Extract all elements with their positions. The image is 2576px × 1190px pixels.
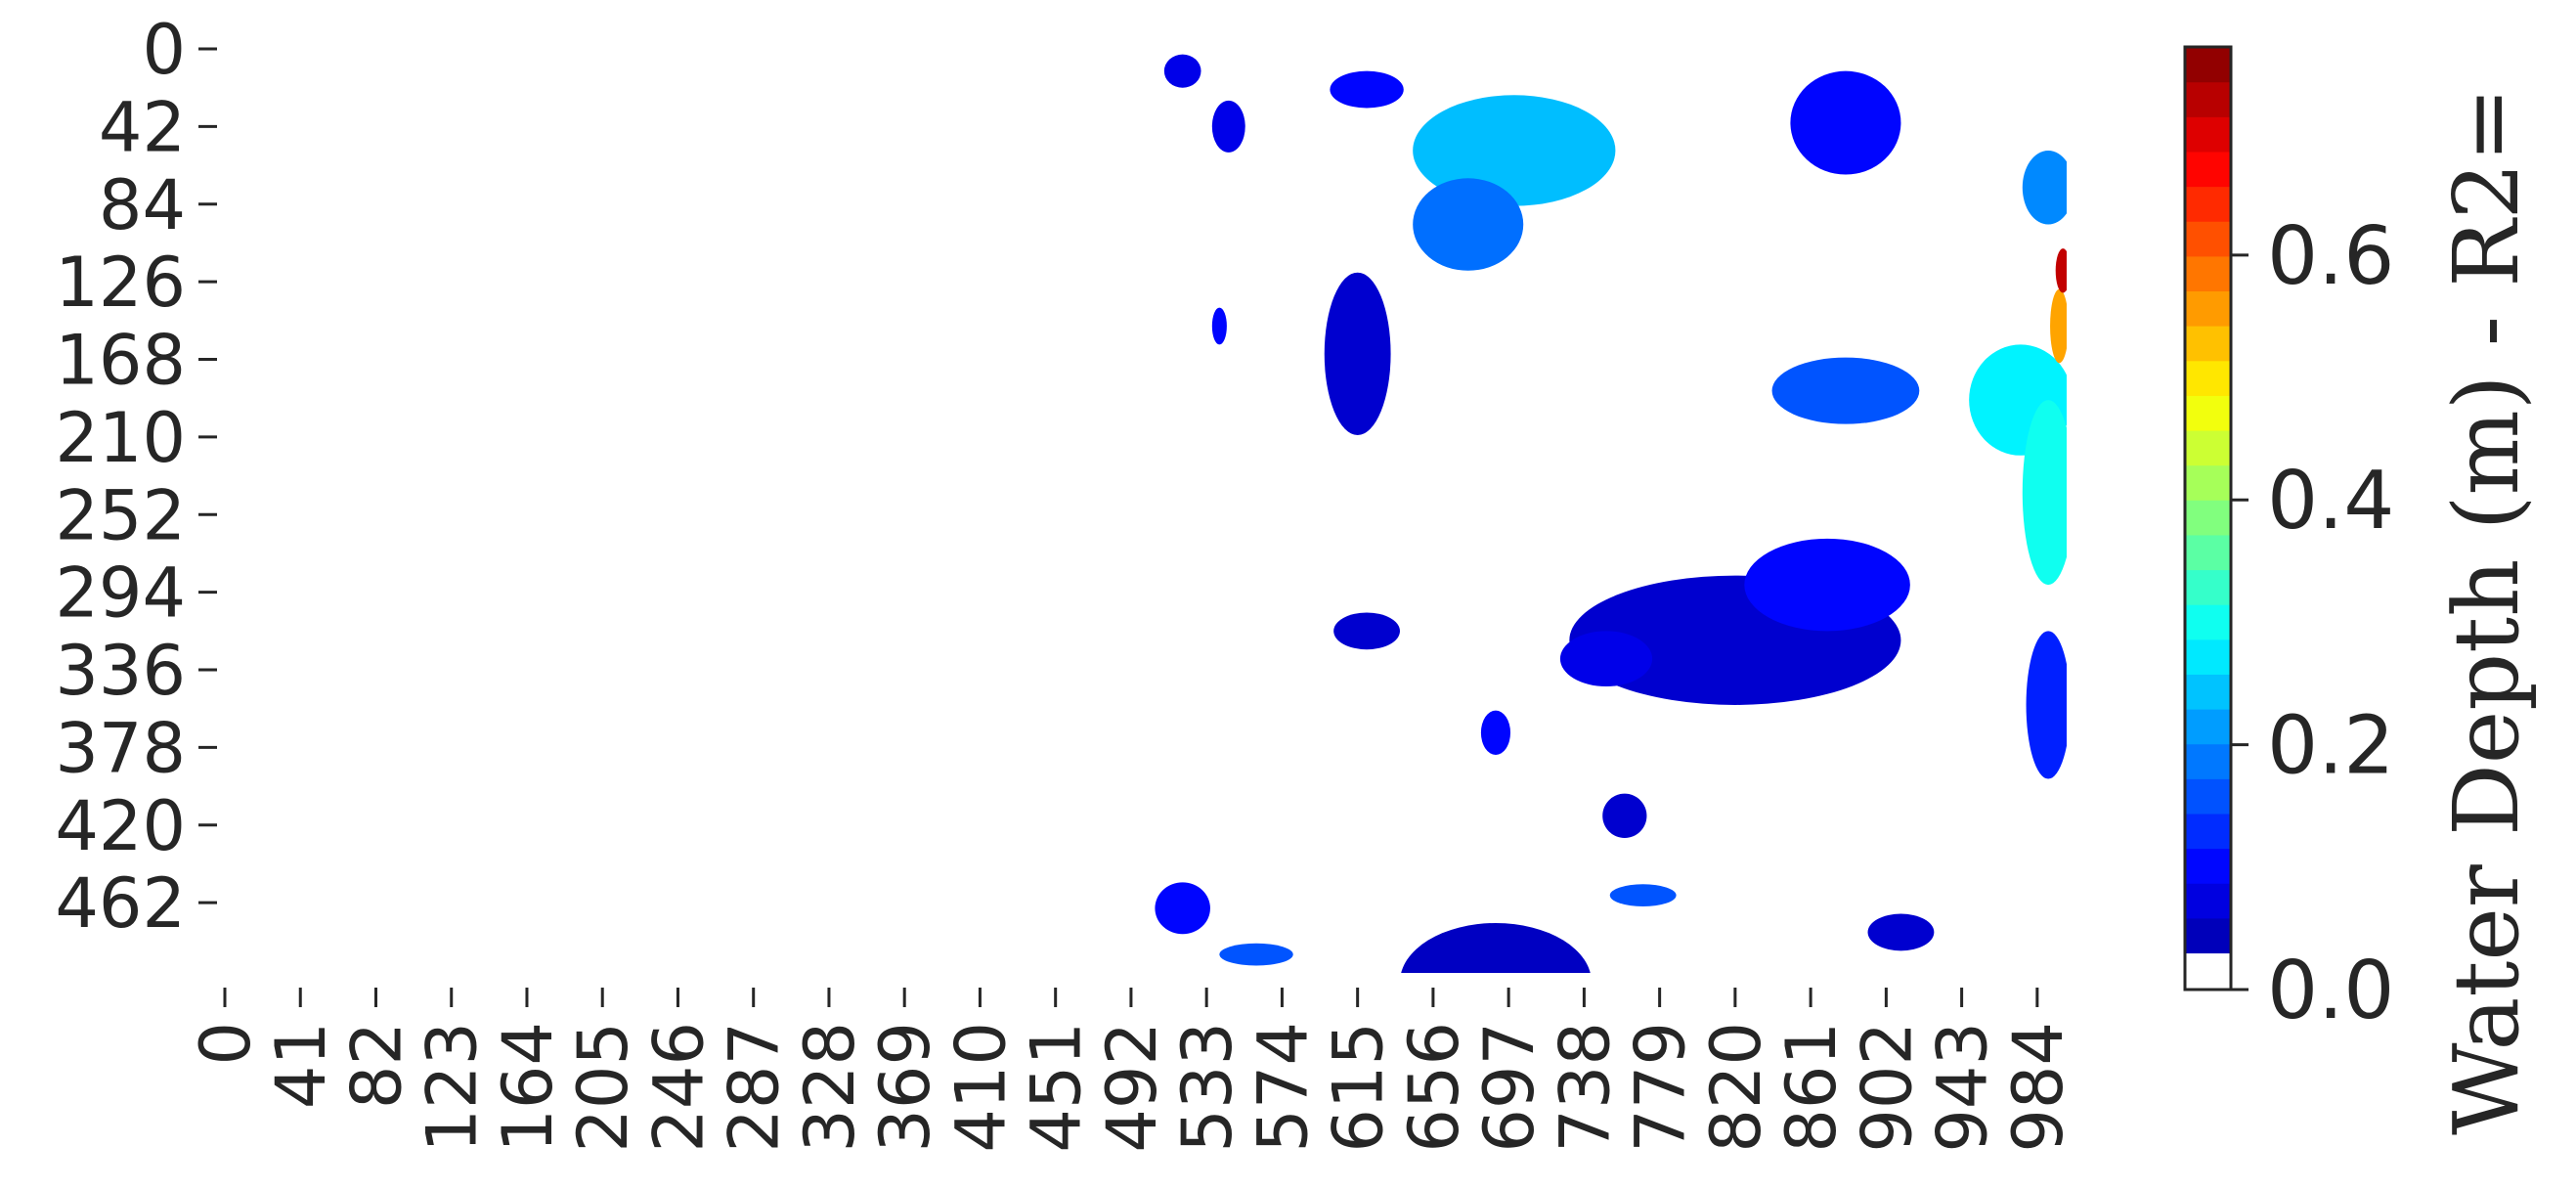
- x-tick-label: 410: [940, 1022, 1021, 1153]
- heatmap-area: [1155, 54, 2067, 973]
- x-tick-label: 574: [1243, 1022, 1323, 1153]
- x-tick-label: 41: [261, 1022, 341, 1109]
- colorbar-tick-label: 0.2: [2267, 700, 2394, 793]
- colorbar-segment: [2185, 429, 2231, 466]
- colorbar-segment: [2185, 778, 2231, 815]
- x-tick-label: 492: [1092, 1022, 1172, 1153]
- colorbar-segment: [2185, 813, 2231, 850]
- y-tick-label: 0: [142, 10, 186, 90]
- water-region-22: [1155, 882, 1210, 935]
- x-tick-label: 369: [865, 1022, 945, 1153]
- colorbar-segment: [2185, 639, 2231, 675]
- colorbar-segment: [2185, 290, 2231, 327]
- x-tick-label: 0: [186, 1022, 266, 1066]
- water-region-2: [1330, 70, 1404, 109]
- x-tick-label: 246: [638, 1022, 719, 1153]
- water-region-17: [1559, 631, 1653, 687]
- water-region-13: [2055, 248, 2067, 293]
- x-tick-label: 205: [563, 1022, 643, 1153]
- colorbar-segment: [2185, 534, 2231, 571]
- colorbar-segment: [2185, 186, 2231, 222]
- water-region-1: [1211, 100, 1245, 153]
- y-tick-label: 336: [55, 631, 186, 711]
- colorbar-segment: [2185, 743, 2231, 779]
- colorbar-frame: [2183, 45, 2233, 992]
- colorbar-segment: [2185, 500, 2231, 536]
- colorbar-segment: [2185, 709, 2231, 745]
- y-tick-label: 168: [55, 321, 186, 401]
- colorbar-segment: [2185, 255, 2231, 292]
- colorbar-segment: [2185, 883, 2231, 919]
- water-region-4: [1413, 178, 1524, 271]
- colorbar-segment: [2185, 221, 2231, 257]
- water-region-23: [1219, 943, 1293, 966]
- x-tick-label: 984: [1998, 1022, 2078, 1153]
- x-tick-label: 656: [1394, 1022, 1474, 1153]
- colorbar-segment: [2185, 47, 2231, 83]
- colorbar-segment: [2185, 604, 2231, 640]
- water-region-3: [1413, 95, 1616, 206]
- colorbar-segment: [2185, 395, 2231, 431]
- x-tick-label: 123: [413, 1022, 493, 1153]
- x-tick-label: 738: [1545, 1022, 1625, 1153]
- water-region-11: [2022, 400, 2067, 586]
- x-tick-label: 328: [790, 1022, 870, 1153]
- x-tick-label: 779: [1621, 1022, 1701, 1153]
- colorbar-segment: [2185, 848, 2231, 884]
- y-tick-label: 294: [55, 553, 186, 634]
- water-region-12: [2050, 288, 2067, 364]
- colorbar-tick-label: 0.6: [2267, 210, 2394, 303]
- y-tick-label: 210: [55, 398, 186, 478]
- y-tick-label: 42: [99, 87, 186, 167]
- colorbar-segment: [2185, 81, 2231, 117]
- water-region-18: [1333, 612, 1400, 650]
- x-tick-label: 533: [1167, 1022, 1247, 1153]
- water-region-21: [1609, 884, 1677, 906]
- y-tick-label: 84: [99, 165, 186, 245]
- colorbar-segment: [2185, 674, 2231, 710]
- x-tick-label: 820: [1696, 1022, 1776, 1153]
- colorbar-segment: [2185, 569, 2231, 605]
- x-tick-label: 861: [1771, 1022, 1852, 1153]
- colorbar-tick-label: 0.0: [2267, 945, 2394, 1037]
- colorbar-segment: [2185, 917, 2231, 954]
- x-tick-label: 697: [1469, 1022, 1550, 1153]
- x-tick-label: 615: [1319, 1022, 1399, 1153]
- x-tick-label: 943: [1923, 1022, 2003, 1153]
- water-region-14: [2026, 631, 2067, 779]
- water-region-9: [1771, 357, 1920, 424]
- water-region-16: [1744, 538, 1910, 632]
- water-region-26: [1867, 913, 1935, 951]
- x-tick-label: 902: [1847, 1022, 1927, 1153]
- colorbar-segment: [2185, 116, 2231, 153]
- water-region-20: [1602, 793, 1647, 839]
- colorbar-label: Water Depth (m) - R2=: [2434, 87, 2539, 1135]
- colorbar-segment: [2185, 360, 2231, 396]
- water-region-5: [1790, 70, 1901, 175]
- y-tick-label: 126: [55, 242, 186, 323]
- water-region-24: [1401, 922, 1591, 973]
- colorbar-segment: [2185, 151, 2231, 188]
- y-tick-label: 462: [55, 863, 186, 944]
- colorbar-under-segment: [2185, 952, 2231, 990]
- water-region-6: [2022, 150, 2067, 225]
- colorbar-segment: [2185, 326, 2231, 362]
- x-tick-label: 451: [1017, 1022, 1097, 1153]
- colorbar-segment: [2185, 464, 2231, 501]
- water-region-19: [1480, 710, 1511, 755]
- colorbar: 0.0 0.2 0.4 0.6: [2183, 45, 2394, 1037]
- y-tick-label: 378: [55, 708, 186, 788]
- water-region-7: [1324, 272, 1391, 436]
- colorbar-tick-label: 0.4: [2267, 455, 2394, 548]
- x-tick-label: 287: [715, 1022, 795, 1153]
- x-tick-label: 82: [336, 1022, 416, 1109]
- y-tick-label: 252: [55, 475, 186, 555]
- water-region-8: [1211, 307, 1227, 345]
- water-region-0: [1163, 54, 1201, 88]
- y-tick-label: 420: [55, 786, 186, 866]
- x-tick-label: 164: [488, 1022, 568, 1153]
- x-axis: 0418212316420524628732836941045149253357…: [186, 988, 2078, 1153]
